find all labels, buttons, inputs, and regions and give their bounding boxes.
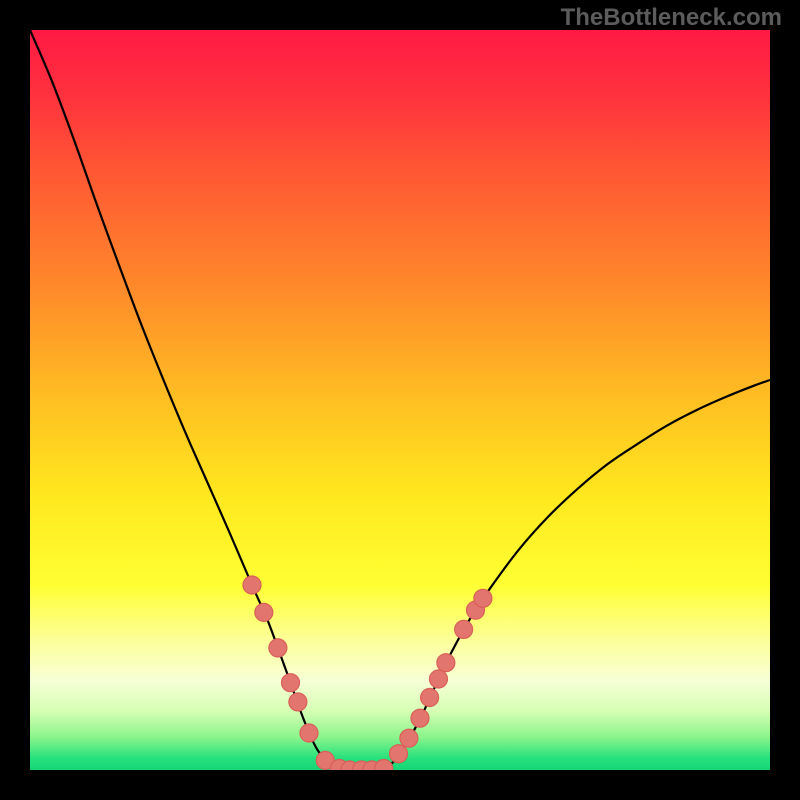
curve-marker	[421, 688, 439, 706]
curve-marker	[289, 693, 307, 711]
curve-marker	[375, 760, 393, 778]
plot-background	[30, 30, 770, 770]
watermark-label: TheBottleneck.com	[561, 4, 782, 32]
curve-marker	[411, 709, 429, 727]
curve-marker	[255, 603, 273, 621]
curve-marker	[474, 589, 492, 607]
curve-marker	[269, 639, 287, 657]
chart-stage: TheBottleneck.com	[0, 0, 800, 800]
curve-marker	[400, 729, 418, 747]
curve-marker	[455, 620, 473, 638]
bottleneck-chart	[0, 0, 800, 800]
curve-marker	[437, 654, 455, 672]
curve-marker	[281, 674, 299, 692]
curve-marker	[429, 670, 447, 688]
curve-marker	[390, 745, 408, 763]
curve-marker	[300, 724, 318, 742]
curve-marker	[243, 576, 261, 594]
